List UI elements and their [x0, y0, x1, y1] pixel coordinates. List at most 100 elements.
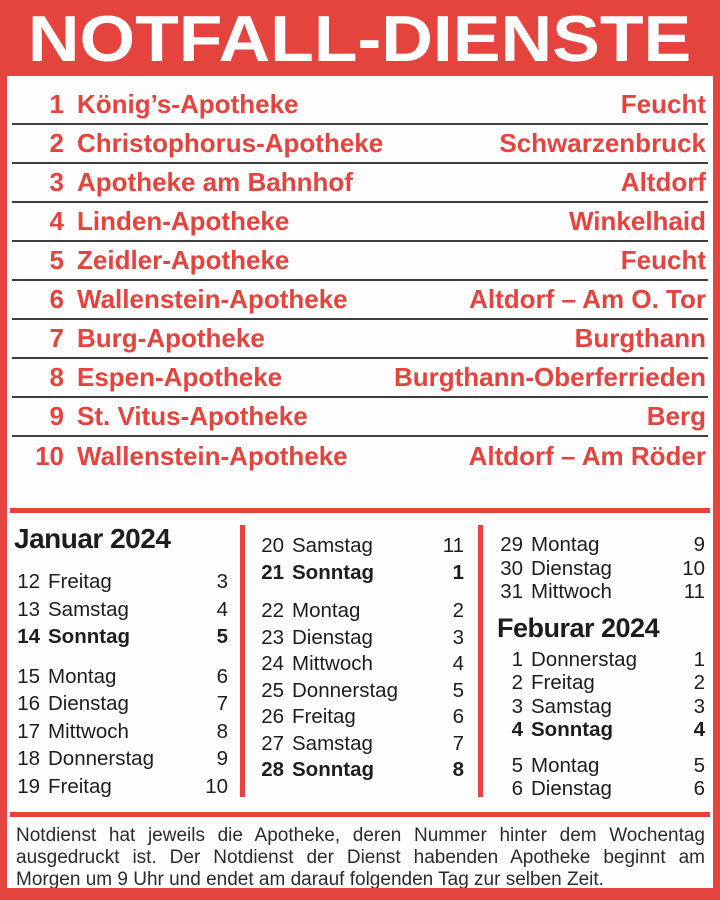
calendar-date: 23	[261, 625, 284, 649]
calendar-date: 28	[261, 758, 284, 781]
calendar-pharmacy-number: 6	[216, 664, 228, 688]
calendar-date: 13	[17, 597, 40, 621]
pharmacy-name: Wallenstein-Apotheke	[77, 441, 348, 471]
pharmacy-row: 10 Wallenstein-Apotheke Altdorf – Am Röder	[12, 437, 708, 476]
calendar-day-row: 16 Dienstag 7	[14, 690, 228, 718]
calendar-weekday: Samstag	[48, 597, 129, 621]
calendar-pharmacy-number: 10	[205, 774, 228, 798]
calendar-weekday: Sonntag	[531, 718, 613, 741]
calendar-day-row: 13 Samstag 4	[14, 596, 228, 624]
calendar-date: 1	[511, 647, 523, 671]
calendar-date: 24	[261, 652, 284, 675]
calendar-weekday: Freitag	[292, 705, 356, 728]
pharmacy-number: 2	[49, 128, 64, 158]
calendar-month-heading: Januar 2024	[14, 523, 171, 554]
spacer	[612, 580, 684, 604]
calendar-weekday: Samstag	[292, 731, 373, 755]
pharmacy-number: 5	[49, 245, 64, 275]
calendar-date: 15	[17, 664, 40, 688]
calendar-day-row: 28 Sonntag 8	[258, 757, 464, 784]
spacer	[129, 690, 217, 718]
calendar-pharmacy-number: 9	[693, 533, 705, 556]
calendar-pharmacy-number: 10	[682, 556, 705, 580]
calendar-day-row: 18 Donnerstag 9	[14, 745, 228, 773]
pharmacy-row: 6 Wallenstein-Apotheke Altdorf – Am O. Tor	[12, 281, 708, 320]
footer-line: Notdienst hat jeweils die Apotheke, dere…	[16, 825, 705, 846]
pharmacy-number: 7	[49, 323, 64, 353]
calendar-pharmacy-number: 11	[442, 534, 464, 557]
calendar-weekday: Mittwoch	[531, 580, 612, 603]
calendar-pharmacy-number: 8	[216, 719, 228, 743]
calendar-pharmacy-number: 5	[216, 625, 228, 648]
calendar-day-row: 17 Mittwoch 8	[14, 718, 228, 746]
calendar-day-row: 12 Freitag 3	[14, 568, 228, 596]
calendar-date: 27	[261, 731, 284, 755]
calendar-pharmacy-number: 4	[452, 652, 464, 675]
spacer	[129, 596, 217, 624]
calendar-date: 19	[17, 774, 40, 798]
calendar-pharmacy-number: 11	[683, 580, 705, 603]
frame-border-right	[713, 76, 720, 900]
frame-border-left	[0, 76, 7, 900]
pharmacy-row: 8 Espen-Apotheke Burgthann-Oberferrieden	[12, 359, 708, 398]
calendar-weekday: Freitag	[48, 774, 112, 798]
spacer	[116, 663, 216, 691]
calendar-weekday: Mittwoch	[292, 652, 373, 675]
calendar-pharmacy-number: 1	[693, 647, 705, 671]
pharmacy-city: Burgthann-Oberferrieden	[393, 362, 706, 392]
calendar-day-row: 14 Sonntag 5	[14, 623, 228, 651]
calendar-date: 16	[17, 692, 40, 715]
pharmacy-city: Feucht	[620, 245, 706, 275]
pharmacy-name: Apotheke am Bahnhof	[77, 167, 353, 197]
pharmacy-city: Berg	[646, 401, 706, 431]
calendar-weekday: Dienstag	[292, 625, 373, 649]
page-title: NOTFALL-DIENSTE	[28, 1, 692, 75]
footer-line: Morgen um 9 Uhr und endet am darauf folg…	[16, 869, 604, 890]
calendar-pharmacy-number: 1	[452, 560, 464, 584]
calendar-pharmacy-number: 9	[216, 747, 228, 770]
pharmacy-number: 3	[49, 167, 64, 197]
calendar-pharmacy-number: 6	[693, 777, 705, 800]
calendar-date: 18	[17, 747, 40, 770]
calendar-date: 4	[511, 718, 523, 741]
calendar-pharmacy-number: 2	[452, 599, 464, 622]
calendar-day-row: 19 Freitag 10	[14, 773, 228, 801]
calendar-weekday: Dienstag	[48, 692, 129, 715]
calendar-date: 21	[261, 560, 284, 584]
pharmacy-row: 5 Zeidler-Apotheke Feucht	[12, 242, 708, 281]
calendar-weekday: Freitag	[48, 570, 112, 593]
calendar-day-row: 31 Mittwoch 11	[497, 580, 705, 604]
calendar-date: 5	[511, 753, 523, 777]
calendar-month-heading: Feburar 2024	[497, 612, 660, 643]
pharmacy-number: 10	[35, 441, 64, 471]
spacer	[612, 695, 694, 719]
calendar-weekday: Montag	[531, 533, 600, 556]
pharmacy-row: 9 St. Vitus-Apotheke Berg	[12, 398, 708, 437]
spacer	[599, 533, 693, 557]
calendar-day-row: 27 Samstag 7	[258, 731, 464, 758]
calendar-weekday: Freitag	[531, 671, 595, 694]
pharmacy-number: 4	[49, 206, 64, 236]
calendar-pharmacy-number: 3	[216, 570, 228, 593]
spacer	[112, 568, 217, 596]
pharmacy-number: 6	[49, 284, 64, 314]
calendar: Januar 2024 12 Freitag 3 13 Samstag 4 14 Sonntag…	[7, 520, 713, 808]
calendar-weekday: Sonntag	[48, 625, 130, 648]
calendar-column-2: 20 Samstag 11 21 Sonntag 1 22 Montag 2 23 Dienstag…	[245, 520, 478, 808]
calendar-weekday: Donnerstag	[531, 647, 637, 671]
pharmacy-name: Linden-Apotheke	[77, 206, 290, 236]
spacer	[373, 625, 453, 652]
calendar-date: 30	[500, 556, 523, 580]
calendar-date: 29	[500, 533, 523, 556]
calendar-date: 2	[511, 671, 523, 694]
calendar-day-row: 24 Mittwoch 4	[258, 651, 464, 678]
calendar-weekday: Montag	[48, 664, 117, 688]
calendar-day-row: 26 Freitag 6	[258, 704, 464, 731]
calendar-date: 31	[500, 580, 523, 603]
calendar-day-row: 15 Montag 6	[14, 663, 228, 691]
header-band: NOTFALL-DIENSTE	[0, 0, 720, 76]
calendar-column-divider	[478, 525, 483, 797]
calendar-day-row: 25 Donnerstag 5	[258, 678, 464, 705]
footer-line: ausgedruckt ist. Der Notdienst der Diens…	[16, 847, 705, 868]
calendar-date: 3	[511, 694, 523, 718]
